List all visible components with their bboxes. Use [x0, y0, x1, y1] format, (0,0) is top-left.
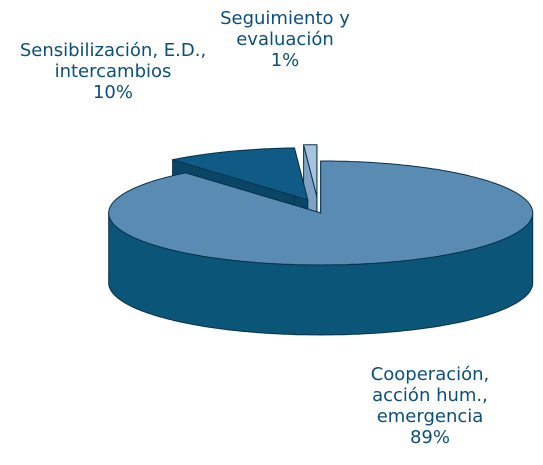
slice	[108, 160, 534, 266]
category-label: Sensibilización, E.D., intercambios	[19, 40, 207, 82]
value-label: 89%	[409, 427, 450, 448]
slice	[302, 144, 318, 197]
value-label: 10%	[92, 82, 133, 103]
slice-label: Cooperación, acción hum., emergencia 89%	[360, 364, 500, 448]
slice-label: Seguimiento y evaluación 1%	[220, 8, 350, 71]
slice-label: Sensibilización, E.D., intercambios 10%	[18, 40, 208, 103]
value-label: 1%	[270, 50, 300, 71]
category-label: Seguimiento y evaluación	[220, 8, 350, 50]
slice	[172, 147, 309, 201]
category-label: Cooperación, acción hum., emergencia	[370, 364, 490, 427]
